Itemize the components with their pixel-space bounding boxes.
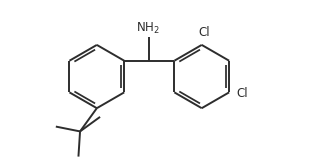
Text: NH$_2$: NH$_2$ bbox=[136, 20, 159, 36]
Text: Cl: Cl bbox=[236, 87, 248, 100]
Text: Cl: Cl bbox=[199, 26, 210, 39]
